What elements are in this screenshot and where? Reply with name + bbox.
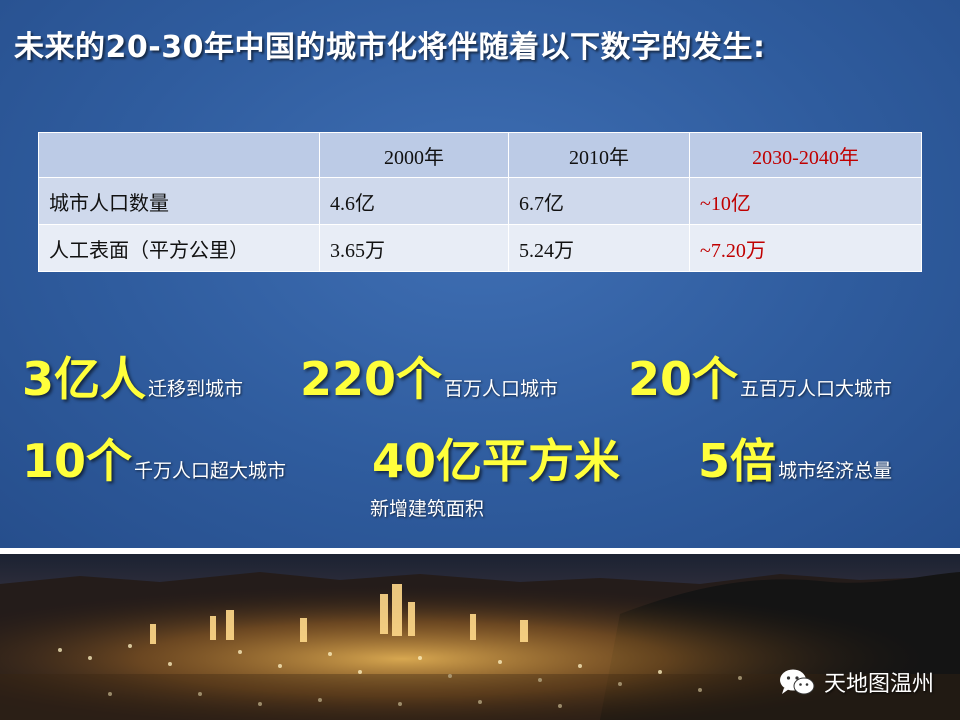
stat-caption-new-floor-area: 新增建筑面积 (370, 498, 485, 520)
stat-5m-cities: 20个 五百万人口大城市 (628, 356, 892, 402)
table-row: 人工表面（平方公里） 3.65万 5.24万 ~7.20万 (38, 224, 922, 272)
wechat-icon (779, 669, 815, 695)
watermark-text: 天地图温州 (823, 672, 934, 697)
stat-caption: 百万人口城市 (444, 378, 559, 400)
row-label-artificial-surface: 人工表面（平方公里） (38, 224, 320, 272)
stat-migrants: 3亿人 迁移到城市 (22, 356, 243, 402)
table-header-2030-2040: 2030-2040年 (689, 132, 922, 178)
table-header-2000: 2000年 (319, 132, 509, 178)
stat-million-cities: 220个 百万人口城市 (300, 356, 558, 402)
stat-big-number: 5倍 (698, 434, 777, 488)
stat-caption: 迁移到城市 (148, 378, 244, 400)
stat-caption: 千万人口超大城市 (134, 460, 287, 482)
stat-big-number: 40亿平方米 (372, 434, 621, 488)
cell-value: 4.6亿 (319, 177, 509, 225)
cell-value: 6.7亿 (508, 177, 690, 225)
stat-big-number: 3亿人 (22, 352, 147, 406)
table-header-2010: 2010年 (508, 132, 690, 178)
table-header-row: 2000年 2010年 2030-2040年 (38, 132, 922, 178)
stat-big-number: 220个 (300, 352, 443, 406)
slide-title: 未来的20-30年中国的城市化将伴随着以下数字的发生: (14, 30, 766, 65)
table-row: 城市人口数量 4.6亿 6.7亿 ~10亿 (38, 177, 922, 225)
stat-big-number: 10个 (22, 434, 133, 488)
stat-caption: 五百万人口大城市 (740, 378, 893, 400)
city-night-photo: 天地图温州 (0, 554, 960, 720)
stat-big-number: 20个 (628, 352, 739, 406)
urbanization-table: 2000年 2010年 2030-2040年 城市人口数量 4.6亿 6.7亿 … (38, 132, 922, 272)
stat-economy: 5倍 城市经济总量 (698, 438, 892, 484)
stat-10m-cities: 10个 千万人口超大城市 (22, 438, 286, 484)
stat-new-floor-area: 40亿平方米 (372, 438, 620, 484)
stat-caption: 城市经济总量 (778, 460, 893, 482)
cell-value-future: ~10亿 (689, 177, 922, 225)
cell-value: 3.65万 (319, 224, 509, 272)
divider (0, 548, 960, 554)
cell-value-future: ~7.20万 (689, 224, 922, 272)
table-header-empty (38, 132, 320, 178)
row-label-urban-population: 城市人口数量 (38, 177, 320, 225)
watermark: 天地图温州 (778, 666, 934, 698)
cell-value: 5.24万 (508, 224, 690, 272)
slide-background: 未来的20-30年中国的城市化将伴随着以下数字的发生: 2000年 2010年 … (0, 0, 960, 548)
